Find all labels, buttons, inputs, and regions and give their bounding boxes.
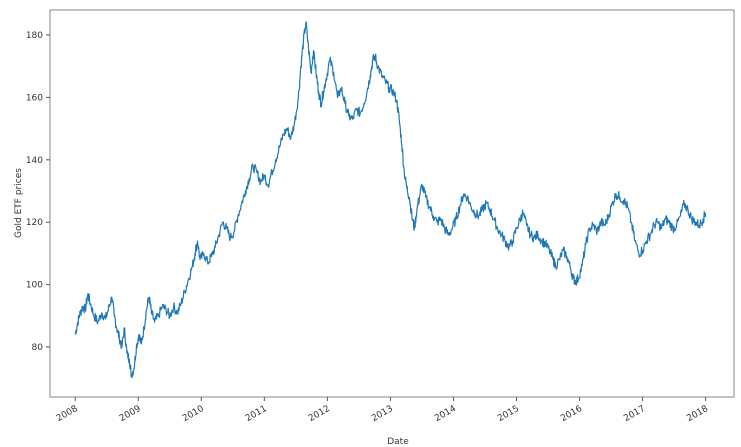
y-tick-label: 80 xyxy=(32,343,44,353)
x-tick-label: 2013 xyxy=(370,404,395,424)
x-tick-label: 2017 xyxy=(622,404,647,424)
x-tick-label: 2018 xyxy=(685,404,710,424)
x-tick-label: 2012 xyxy=(307,404,332,424)
y-tick-label: 160 xyxy=(26,93,43,103)
x-axis-ticks: 2008 2009 2010 2011 2012 2013 2014 2015 2016 2017… xyxy=(55,397,710,424)
y-axis-ticks: 80 100 120 140 160 180 xyxy=(26,31,50,353)
x-tick-label: 2011 xyxy=(244,404,269,424)
y-axis-label: Gold ETF prices xyxy=(14,168,24,238)
x-tick-label: 2010 xyxy=(181,404,206,424)
x-tick-label: 2008 xyxy=(55,404,80,424)
x-axis-label: Date xyxy=(387,437,409,447)
x-tick-label: 2016 xyxy=(559,404,584,424)
plot-frame xyxy=(49,9,735,398)
x-tick-label: 2014 xyxy=(433,404,458,424)
y-tick-label: 140 xyxy=(26,156,43,166)
y-tick-label: 120 xyxy=(26,218,43,228)
y-tick-label: 180 xyxy=(26,31,43,41)
x-tick-label: 2015 xyxy=(496,404,521,424)
y-tick-label: 100 xyxy=(26,281,43,291)
x-tick-label: 2009 xyxy=(118,404,143,424)
gold-etf-price-line xyxy=(74,21,707,379)
